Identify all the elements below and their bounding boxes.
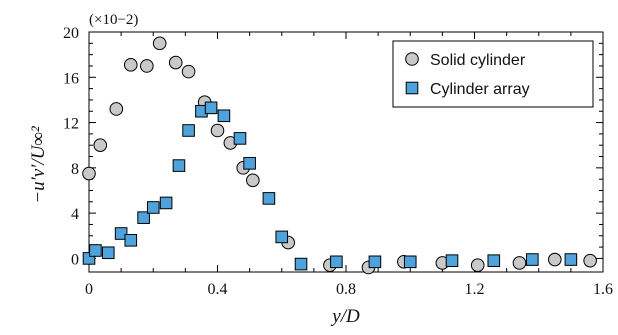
y-tick-label: 20 xyxy=(63,25,79,42)
data-point-cylinder-array xyxy=(564,253,578,266)
y-tick-label: 4 xyxy=(71,206,79,223)
data-point-cylinder-array xyxy=(146,201,160,214)
y-axis-title-group: −u′v′/U∞² xyxy=(28,126,49,204)
x-tick-label: 1.6 xyxy=(593,281,613,298)
data-point-solid-cylinder xyxy=(152,36,167,51)
data-point-cylinder-array xyxy=(204,101,218,115)
data-point-solid-cylinder xyxy=(512,256,527,270)
data-point-cylinder-array xyxy=(114,227,128,240)
data-point-cylinder-array xyxy=(368,255,382,269)
data-point-cylinder-array xyxy=(82,252,96,265)
x-tick-label: 0 xyxy=(85,281,93,298)
data-point-cylinder-array xyxy=(89,244,102,257)
y-tick-label: 16 xyxy=(63,70,79,87)
y-scale-note: (×10−2) xyxy=(89,12,138,28)
data-point-solid-cylinder xyxy=(123,58,138,72)
y-tick-label: 0 xyxy=(71,251,79,268)
plot-area: 0 0.4 0.8 1.2 1.6 0 4 8 12 16 20 Solid cylinder Cyli… xyxy=(63,25,613,298)
data-point-solid-cylinder xyxy=(168,55,183,70)
data-point-solid-cylinder xyxy=(210,123,225,138)
data-point-solid-cylinder xyxy=(181,64,196,79)
data-point-cylinder-array xyxy=(403,255,417,269)
data-point-cylinder-array xyxy=(182,124,195,137)
data-point-solid-cylinder xyxy=(140,59,154,73)
legend-label-solid-cylinder: Solid cylinder xyxy=(430,52,526,69)
x-tick-label: 0.8 xyxy=(336,281,356,298)
y-axis-title: −u′v′/U∞² xyxy=(28,126,49,204)
y-tick-label: 12 xyxy=(63,116,79,133)
data-point-cylinder-array xyxy=(294,257,308,271)
data-point-solid-cylinder xyxy=(109,102,124,116)
data-point-solid-cylinder xyxy=(82,166,96,181)
data-point-cylinder-array xyxy=(137,211,150,224)
data-point-cylinder-array xyxy=(233,132,247,145)
x-axis-title: y/D xyxy=(330,306,360,327)
legend-marker-solid-cylinder xyxy=(405,52,419,66)
x-tick-label: 0.4 xyxy=(208,281,228,298)
legend-marker-cylinder-array xyxy=(405,81,419,95)
data-point-cylinder-array xyxy=(526,253,539,266)
data-point-cylinder-array xyxy=(172,159,186,172)
y-tick-label: 8 xyxy=(71,161,79,178)
data-point-cylinder-array xyxy=(487,254,501,267)
data-point-solid-cylinder xyxy=(548,252,562,267)
data-point-solid-cylinder xyxy=(93,138,108,153)
data-point-cylinder-array xyxy=(159,196,173,210)
legend-box xyxy=(392,40,594,108)
data-point-solid-cylinder xyxy=(583,253,597,268)
data-point-cylinder-array xyxy=(275,230,289,244)
data-point-cylinder-array xyxy=(262,192,276,205)
legend-label-cylinder-array: Cylinder array xyxy=(430,81,530,98)
data-point-cylinder-array xyxy=(243,157,256,170)
data-point-solid-cylinder xyxy=(246,173,260,188)
data-point-cylinder-array xyxy=(217,109,231,123)
data-point-cylinder-array xyxy=(445,254,459,267)
data-point-cylinder-array xyxy=(101,246,115,260)
x-tick-label: 1.2 xyxy=(465,281,485,298)
data-point-solid-cylinder xyxy=(470,258,485,273)
data-point-cylinder-array xyxy=(124,234,138,247)
data-point-cylinder-array xyxy=(330,255,343,269)
